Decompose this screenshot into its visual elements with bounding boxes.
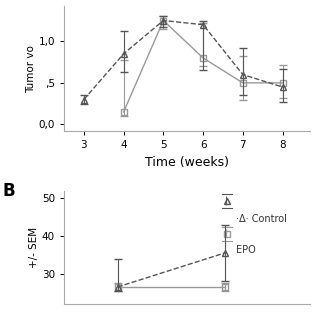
Text: EPO: EPO (236, 245, 256, 255)
Y-axis label: Tumor vo: Tumor vo (26, 45, 36, 93)
Text: B: B (3, 181, 15, 200)
X-axis label: Time (weeks): Time (weeks) (145, 156, 229, 169)
Y-axis label: +/- SEM: +/- SEM (29, 227, 39, 268)
Text: ·Δ· Control: ·Δ· Control (236, 214, 287, 224)
